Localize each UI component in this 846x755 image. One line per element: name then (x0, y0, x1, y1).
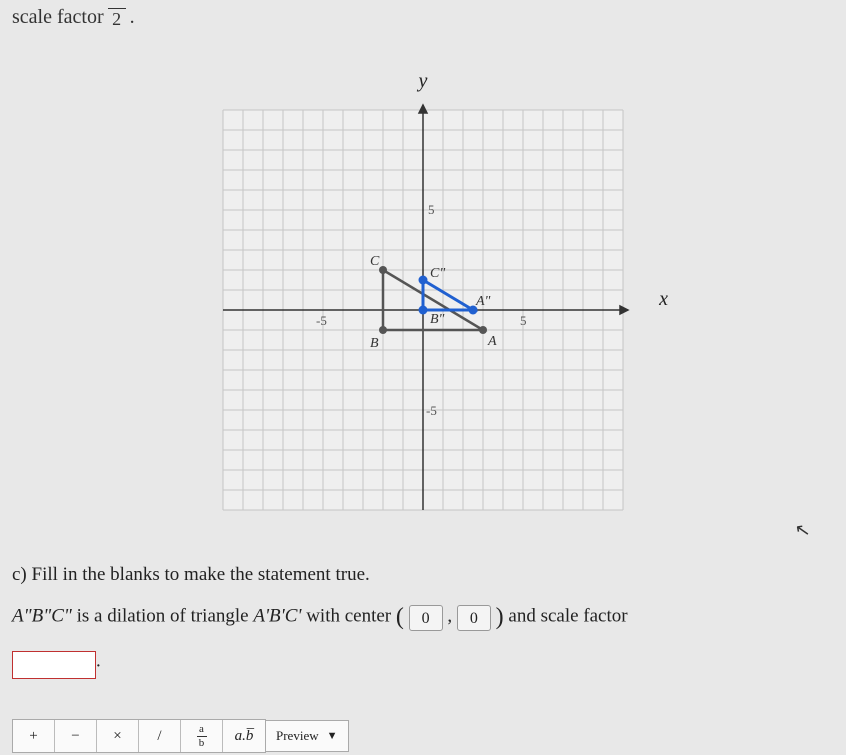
scale-factor-label: scale factor (12, 6, 104, 29)
tri1-A: A' (253, 606, 269, 627)
tick-pos5-y: 5 (428, 202, 435, 217)
tb-times[interactable]: × (97, 720, 139, 752)
label-B: B (370, 336, 379, 351)
scale-factor-input[interactable] (12, 651, 96, 679)
tick-neg5-y: -5 (426, 403, 437, 418)
y-axis-label: y (419, 70, 428, 92)
tb-fraction[interactable]: a b (181, 720, 223, 752)
tb-divide[interactable]: / (139, 720, 181, 752)
cursor-icon: ↖ (793, 519, 812, 542)
question-stem: Fill in the blanks to make the statement… (32, 564, 370, 585)
tb-preview[interactable]: Preview ▼ (266, 720, 349, 752)
text-mid2: with center (306, 606, 396, 627)
graph-container: y -5 5 5 -5 A B C (208, 70, 638, 525)
tri2-B: B" (32, 606, 52, 627)
question-block: c) Fill in the blanks to make the statem… (12, 560, 834, 679)
caret-down-icon: ▼ (327, 730, 338, 742)
text-mid1: is a dilation of triangle (77, 606, 254, 627)
period: . (130, 6, 135, 29)
toolbar-group: + − × / a b a.b̅ (12, 719, 266, 753)
text-mid3: and scale factor (508, 606, 627, 627)
tb-decimal[interactable]: a.b̅ (223, 720, 265, 752)
header-text: scale factor 2 . (12, 6, 135, 29)
tb-plus[interactable]: + (13, 720, 55, 752)
center-y-input[interactable]: 0 (457, 605, 491, 631)
x-axis-label: x (659, 288, 668, 310)
center-x-input[interactable]: 0 (409, 605, 443, 631)
comma: , (447, 606, 452, 627)
label-A: A (487, 334, 497, 349)
coordinate-graph: -5 5 5 -5 A B C A" B" C" (208, 95, 638, 525)
tick-neg5-x: -5 (316, 313, 327, 328)
tick-pos5-x: 5 (520, 313, 527, 328)
tb-minus[interactable]: − (55, 720, 97, 752)
part-label: c) (12, 564, 27, 585)
tri2-C: C" (51, 606, 72, 627)
fraction-denominator: 2 (112, 10, 121, 28)
label-C: C (370, 254, 380, 269)
tri1-C: C' (285, 606, 302, 627)
math-toolbar: + − × / a b a.b̅ Preview ▼ (12, 719, 349, 753)
paren-open: ( (396, 604, 404, 630)
label-A2: A" (475, 294, 491, 309)
label-C2: C" (430, 266, 445, 281)
tri1-B: B' (269, 606, 285, 627)
tri2-A: A" (12, 606, 32, 627)
paren-close: ) (496, 604, 504, 630)
fraction-one-half: 2 (108, 7, 126, 28)
label-B2: B" (430, 312, 445, 327)
